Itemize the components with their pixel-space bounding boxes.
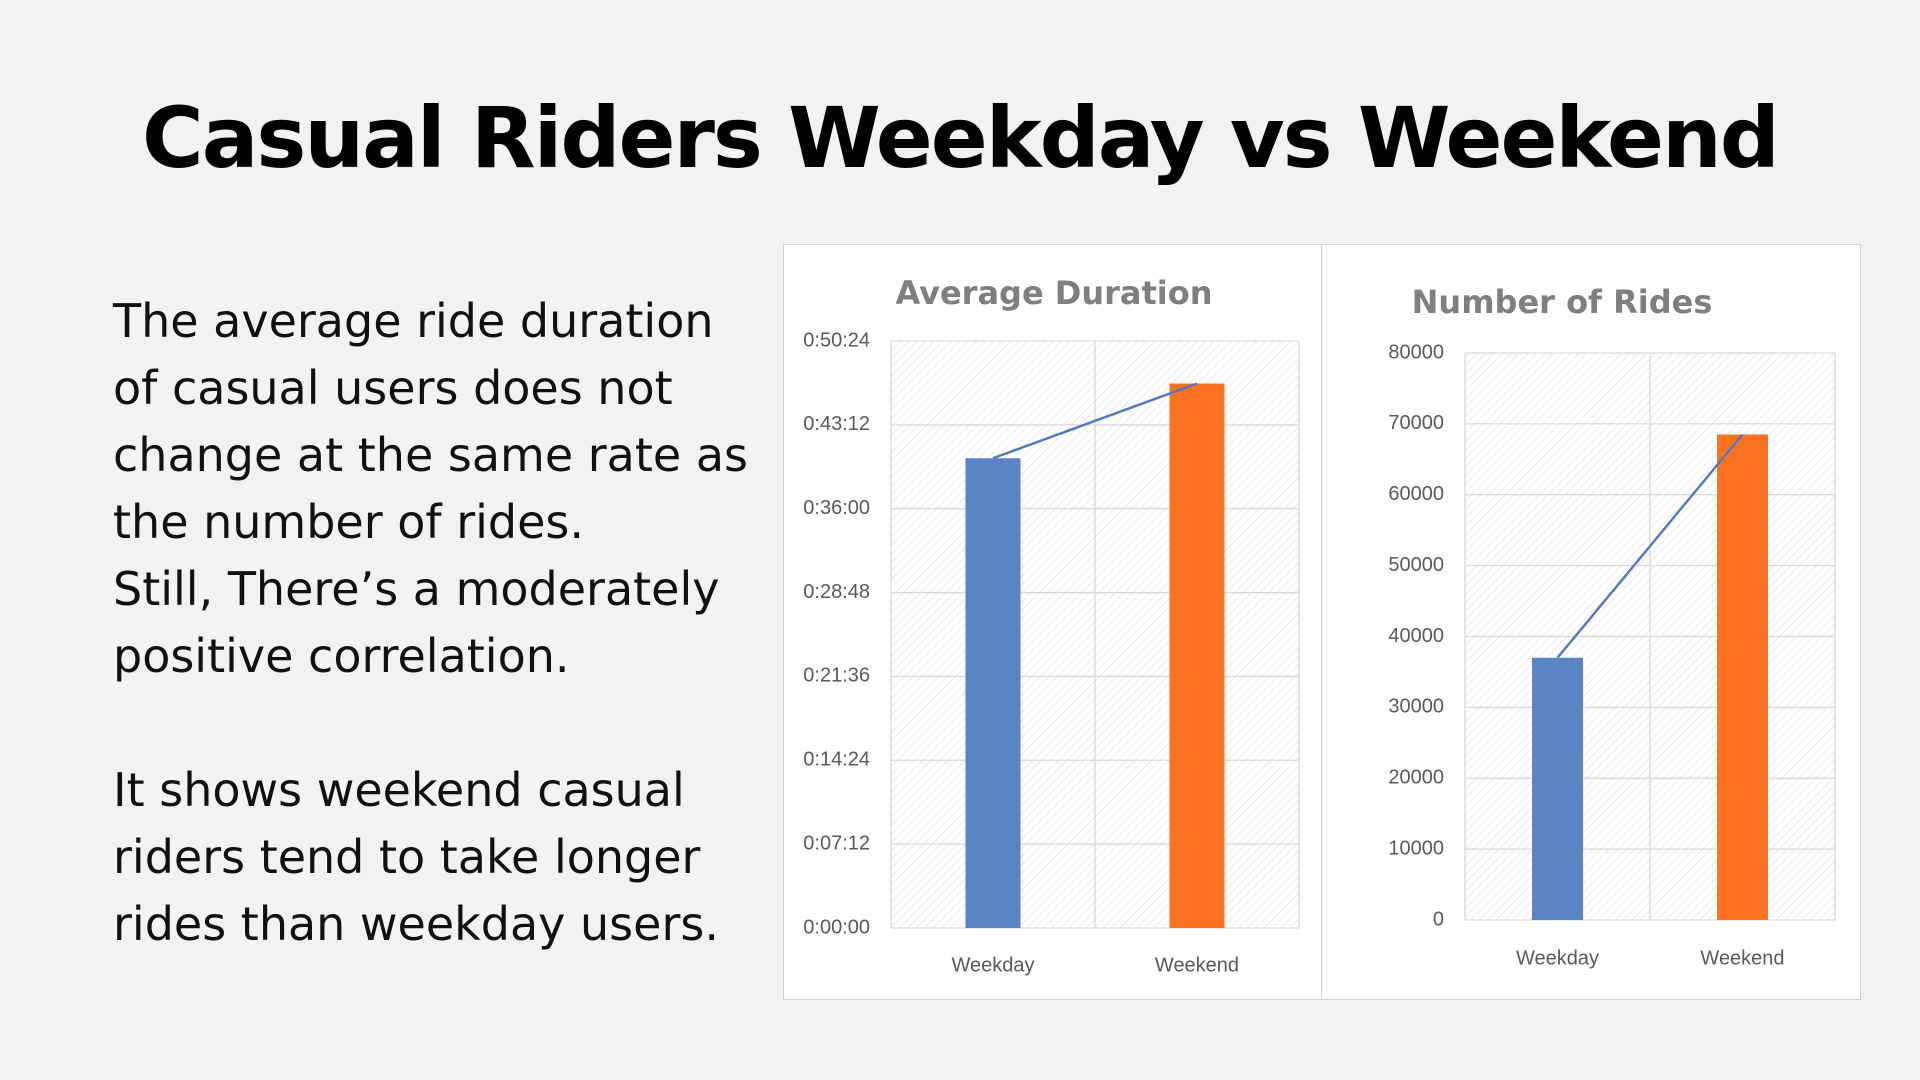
x-tick-label: Weekday <box>951 954 1034 976</box>
chart-title: Average Duration <box>895 274 1212 312</box>
y-tick-label: 0:21:36 <box>803 665 870 687</box>
paragraph-line: Still, There’s a moderately <box>113 562 720 616</box>
bar-weekend <box>1169 383 1225 928</box>
average-duration-chart: Average Duration 0:00:00 0:07:12 0:14:24 0:2… <box>783 244 1322 1000</box>
trendline <box>992 382 1198 460</box>
number-of-rides-chart-svg: Number of Rides 0 10000 20000 30000 40000 5000… <box>1388 283 1836 969</box>
y-tick-label: 0:43:12 <box>803 413 870 435</box>
trendline <box>1556 433 1744 659</box>
y-tick-label: 0:14:24 <box>803 749 870 771</box>
y-tick-label: 40000 <box>1388 625 1444 647</box>
y-tick-label: 60000 <box>1388 483 1444 505</box>
y-tick-label: 10000 <box>1388 837 1444 859</box>
paragraph-line: It shows weekend casual <box>113 763 685 817</box>
paragraph-line: The average ride duration <box>113 294 714 348</box>
paragraph-line: rides than weekday users. <box>113 897 719 951</box>
body-text: The average ride duration of casual user… <box>113 288 753 958</box>
bar-weekend <box>1717 434 1768 920</box>
number-of-rides-chart: Number of Rides 0 10000 20000 30000 40000 5000… <box>1321 244 1861 1000</box>
x-tick-label: Weekend <box>1155 954 1239 976</box>
chart-title: Number of Rides <box>1412 283 1713 321</box>
paragraph-line: of casual users does not <box>113 361 673 415</box>
x-tick-label: Weekend <box>1700 947 1784 969</box>
paragraph-line: change at the same rate as <box>113 428 748 482</box>
average-duration-chart-svg: Average Duration 0:00:00 0:07:12 0:14:24 0:2… <box>803 274 1300 976</box>
y-tick-label: 80000 <box>1388 341 1444 363</box>
y-tick-label: 0:50:24 <box>803 329 870 351</box>
paragraph-line: the number of rides. <box>113 495 585 549</box>
y-tick-label: 0 <box>1433 908 1444 930</box>
x-tick-label: Weekday <box>1516 947 1599 969</box>
y-tick-label: 50000 <box>1388 554 1444 576</box>
y-tick-label: 70000 <box>1388 412 1444 434</box>
y-tick-label: 30000 <box>1388 696 1444 718</box>
y-tick-label: 0:36:00 <box>803 497 870 519</box>
bar-weekday <box>1532 657 1583 920</box>
paragraph-line: positive correlation. <box>113 629 570 683</box>
y-tick-label: 0:07:12 <box>803 832 870 854</box>
y-tick-label: 0:28:48 <box>803 581 870 603</box>
slide-title: Casual Riders Weekday vs Weekend <box>142 89 1780 187</box>
paragraph-line: riders tend to take longer <box>113 830 701 884</box>
bar-weekday <box>965 458 1021 928</box>
y-tick-label: 0:00:00 <box>803 916 870 938</box>
paragraph-gap <box>113 690 753 757</box>
y-tick-label: 20000 <box>1388 767 1444 789</box>
